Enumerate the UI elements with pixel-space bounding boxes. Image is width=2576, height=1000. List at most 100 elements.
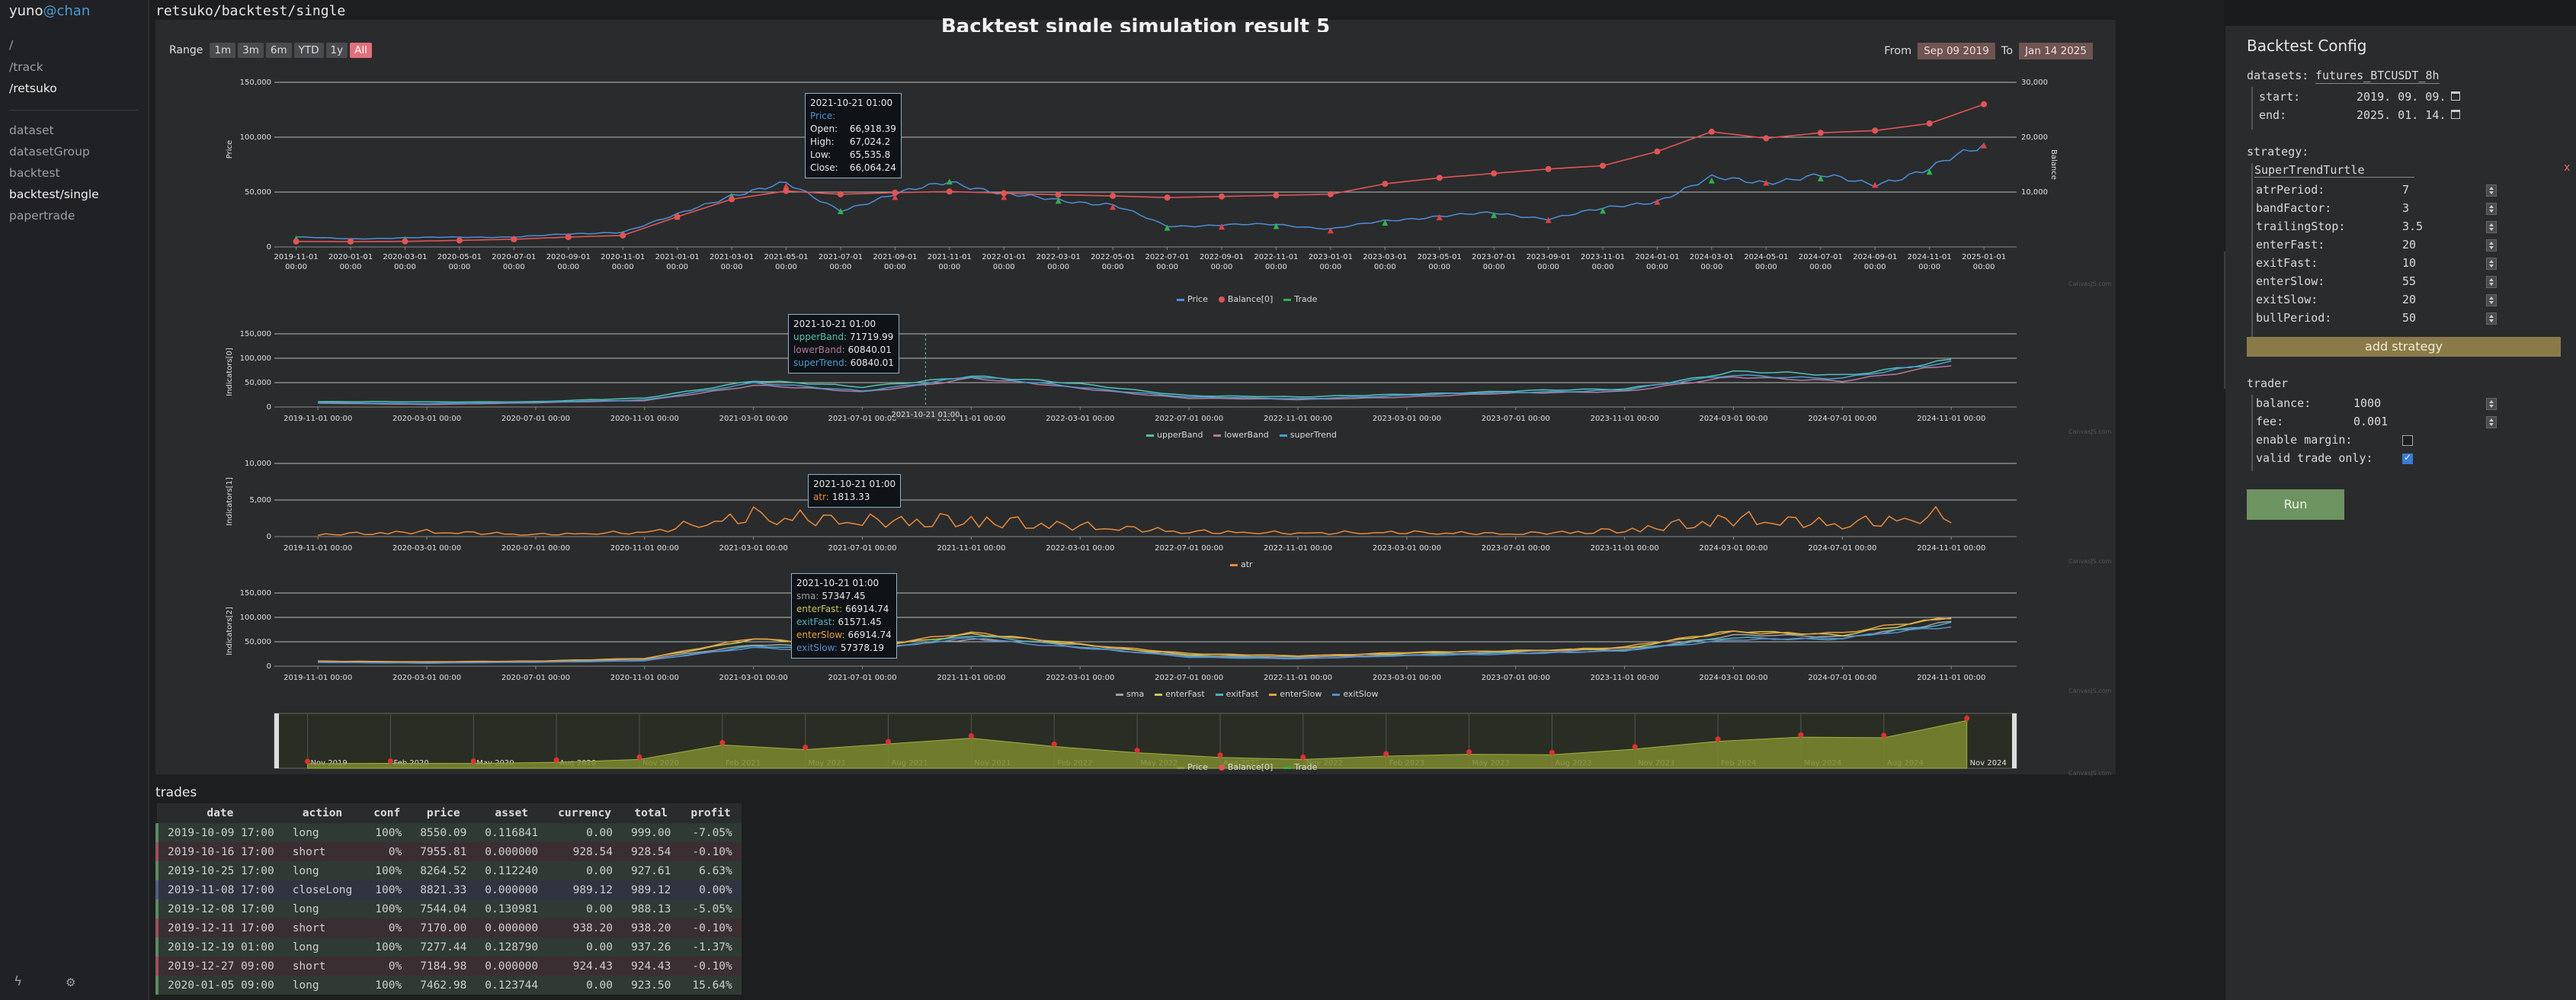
end-date-input[interactable]: 2025. 01. 14. [2357, 108, 2446, 122]
column-header[interactable]: currency [547, 803, 622, 823]
add-strategy-button[interactable]: add strategy [2247, 337, 2561, 357]
table-row[interactable]: 2019-12-27 09:00 short 0% 7184.98 0.000000 92… [155, 957, 742, 976]
param-input[interactable]: 10 [2402, 256, 2417, 270]
param-stepper[interactable] [2486, 258, 2497, 270]
nav-trade-point [470, 758, 476, 764]
calendar-icon[interactable] [2451, 110, 2460, 119]
range-all-button[interactable]: All [350, 43, 372, 58]
legend-item[interactable]: enterFast [1155, 689, 1205, 699]
fee-stepper[interactable] [2486, 416, 2497, 428]
sidebar-item-papertrade[interactable]: papertrade [9, 209, 75, 223]
table-row[interactable]: 2019-12-11 17:00 short 0% 7170.00 0.000000 93… [155, 918, 742, 938]
x-tick-label: 2022-05-01 [1091, 253, 1135, 261]
chart-1[interactable]: 0 50,000 100,000 150,000 Indicators[0] 2019-1… [224, 311, 2114, 425]
sidebar-item-dataset[interactable]: dataset [9, 123, 54, 137]
column-header[interactable]: asset [476, 803, 548, 823]
param-input[interactable]: 3.5 [2402, 220, 2424, 233]
fee-input[interactable]: 0.001 [2353, 415, 2389, 428]
param-stepper[interactable] [2486, 294, 2497, 306]
chart-legend-3[interactable]: sma enterFast exitFast enterSlow exitSlow [1116, 689, 1379, 699]
legend-item[interactable]: Trade [1283, 294, 1317, 304]
column-header[interactable]: conf [363, 803, 412, 823]
table-row[interactable]: 2019-10-09 17:00 long 100% 8550.09 0.116841 0… [155, 823, 742, 842]
datasets-input[interactable]: futures_BTCUSDT_8h [2315, 69, 2440, 84]
legend-item[interactable]: lowerBand [1213, 430, 1269, 440]
chart-legend-4[interactable]: Price Balance[0] Trade [1177, 762, 1317, 772]
legend-item[interactable]: Price [1177, 294, 1208, 304]
param-stepper[interactable] [2486, 221, 2497, 233]
legend-item[interactable]: atr [1230, 559, 1253, 569]
legend-item[interactable]: Price [1177, 762, 1208, 772]
lightning-icon[interactable]: ϟ [14, 974, 23, 989]
chart-3[interactable]: 0 50,000 100,000 150,000 Indicators[2] 2019-1… [224, 570, 2114, 684]
nav-trade-point [1300, 754, 1306, 760]
gear-icon[interactable]: ⚙ [66, 976, 76, 989]
legend-item[interactable]: superTrend [1279, 430, 1337, 440]
range-3m-button[interactable]: 3m [238, 43, 264, 58]
legend-item[interactable]: Trade [1283, 762, 1317, 772]
param-stepper[interactable] [2486, 203, 2497, 215]
nav-area [307, 720, 1968, 769]
table-row[interactable]: 2019-10-16 17:00 short 0% 7955.81 0.000000 92… [155, 842, 742, 861]
param-stepper[interactable] [2486, 239, 2497, 252]
range-1y-button[interactable]: 1y [325, 43, 348, 58]
param-input[interactable]: 20 [2402, 293, 2417, 306]
margin-checkbox[interactable] [2402, 435, 2413, 446]
chart-4[interactable]: Nov 2019Feb 2020May 2020Aug 2020Nov 2020… [224, 697, 2114, 773]
y-tick-label: 0 [267, 403, 271, 412]
sidebar-item-datasetgroup[interactable]: datasetGroup [9, 145, 90, 159]
legend-item[interactable]: exitSlow [1332, 689, 1379, 699]
param-stepper[interactable] [2486, 184, 2497, 197]
table-row[interactable]: 2019-10-25 17:00 long 100% 8264.52 0.112240 0… [155, 861, 742, 880]
chart-0[interactable]: 0 50,000 100,000 150,000 10,000 20,000 30,000 B… [224, 58, 2114, 277]
legend-item[interactable]: exitFast [1215, 689, 1258, 699]
legend-item[interactable]: Balance[0] [1218, 294, 1273, 304]
chart-legend-2[interactable]: atr [1230, 559, 1253, 569]
range-1m-button[interactable]: 1m [210, 43, 236, 58]
valid-trade-checkbox[interactable] [2402, 452, 2413, 464]
column-header[interactable]: price [411, 803, 476, 823]
chart-2[interactable]: 0 5,000 10,000 Indicators[1] 2019-11-01 00:0… [224, 441, 2114, 555]
legend-item[interactable]: Balance[0] [1218, 762, 1273, 772]
column-header[interactable]: total [621, 803, 681, 823]
from-date-input[interactable]: Sep 09 2019 [1918, 43, 1995, 59]
param-input[interactable]: 55 [2402, 274, 2417, 288]
table-row[interactable]: 2020-01-05 09:00 long 100% 7462.98 0.123744 0… [155, 976, 742, 995]
nav-path-retsuko[interactable]: /retsuko [9, 82, 57, 95]
balance-point [1382, 181, 1389, 188]
nav-path-root[interactable]: / [9, 38, 14, 52]
calendar-icon[interactable] [2451, 91, 2460, 101]
column-header[interactable]: profit [680, 803, 742, 823]
legend-item[interactable]: enterSlow [1269, 689, 1322, 699]
balance-input[interactable]: 1000 [2353, 396, 2382, 410]
run-button[interactable]: Run [2247, 489, 2344, 520]
sidebar-item-backtest[interactable]: backtest [9, 166, 60, 180]
param-input[interactable]: 50 [2402, 311, 2417, 325]
param-input[interactable]: 7 [2402, 183, 2410, 197]
sidebar: yuno@chan / /track /retsuko dataset data… [0, 0, 149, 1000]
balance-point [1981, 101, 1988, 107]
to-date-input[interactable]: Jan 14 2025 [2019, 43, 2093, 59]
table-row[interactable]: 2019-12-19 01:00 long 100% 7277.44 0.128790 0… [155, 938, 742, 957]
range-6m-button[interactable]: 6m [265, 43, 292, 58]
nav-path-track[interactable]: /track [9, 60, 43, 74]
column-header[interactable]: action [283, 803, 364, 823]
balance-stepper[interactable] [2486, 398, 2497, 410]
param-input[interactable]: 20 [2402, 238, 2417, 252]
remove-strategy-icon[interactable]: x [2564, 162, 2571, 174]
legend-item[interactable]: upperBand [1146, 430, 1203, 440]
param-stepper[interactable] [2486, 312, 2497, 325]
legend-item[interactable]: sma [1116, 689, 1144, 699]
range-ytd-button[interactable]: YTD [293, 43, 324, 58]
param-stepper[interactable] [2486, 276, 2497, 288]
table-row[interactable]: 2019-12-08 17:00 long 100% 7544.04 0.130981 0… [155, 899, 742, 918]
chart-legend-1[interactable]: upperBand lowerBand superTrend [1146, 430, 1337, 440]
table-row[interactable]: 2019-11-08 17:00 closeLong 100% 8821.33 0.00… [155, 880, 742, 899]
strategy-select[interactable]: SuperTrendTurtle [2254, 163, 2414, 178]
chart-legend-0[interactable]: Price Balance[0] Trade [1177, 294, 1317, 304]
param-input[interactable]: 3 [2402, 201, 2410, 215]
sidebar-item-backtest-single[interactable]: backtest/single [9, 188, 99, 201]
balance-point [1327, 191, 1334, 197]
start-date-input[interactable]: 2019. 09. 09. [2357, 90, 2446, 104]
column-header[interactable]: date [157, 803, 284, 823]
